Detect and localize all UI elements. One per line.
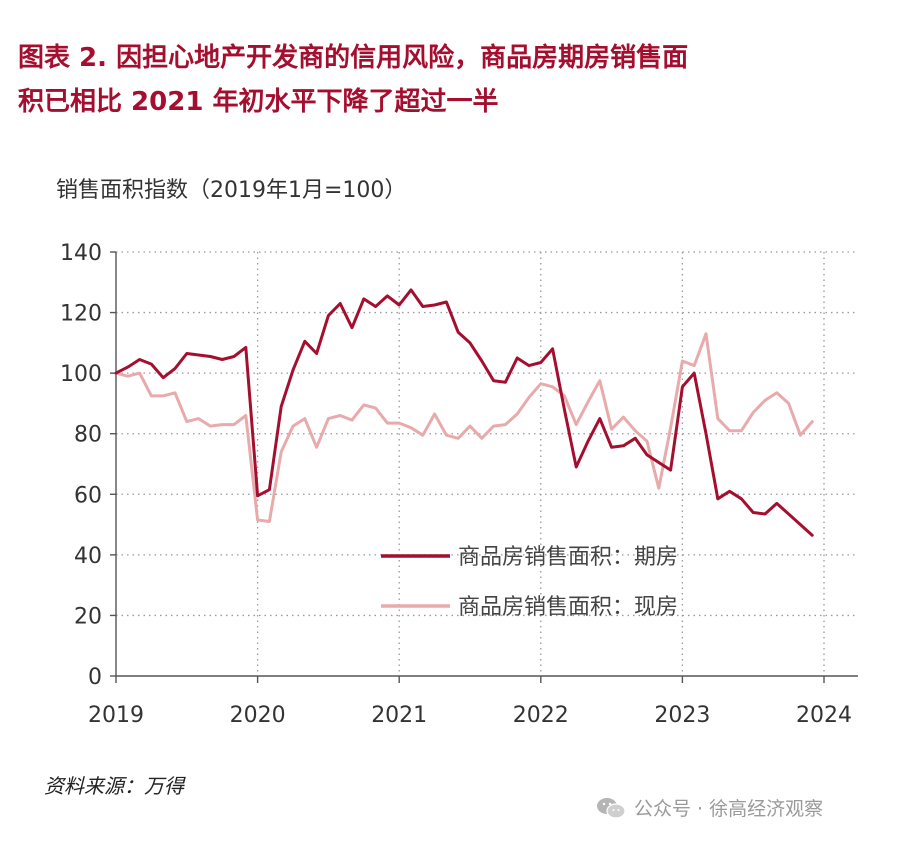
series-line-presale	[114, 288, 814, 537]
x-tick-label-2024: 2024	[796, 703, 852, 728]
watermark-text: 公众号 · 徐高经济观察	[634, 798, 824, 820]
y-tick-label-100: 100	[60, 362, 102, 387]
y-tick-label-120: 120	[60, 302, 102, 327]
legend-label-completed: 商品房销售面积：现房	[458, 595, 678, 620]
x-tick-label-2023: 2023	[654, 703, 710, 728]
y-tick-label-0: 0	[88, 665, 102, 690]
wechat-icon	[597, 797, 626, 819]
y-tick-label-20: 20	[74, 604, 102, 629]
series-line-completed	[114, 332, 814, 523]
chart-title-line-2: 积已相比 2021 年初水平下降了超过一半	[18, 87, 499, 117]
y-tick-label-80: 80	[74, 423, 102, 448]
y-tick-label-60: 60	[74, 483, 102, 508]
x-tick-label-2020: 2020	[230, 703, 286, 728]
source-note: 资料来源：万得	[44, 774, 184, 798]
y-axis-unit-label: 销售面积指数（2019年1月=100）	[56, 178, 407, 203]
watermark: 公众号 · 徐高经济观察	[596, 794, 823, 821]
y-tick-label-40: 40	[74, 544, 102, 569]
x-tick-label-2021: 2021	[371, 703, 427, 728]
legend-label-presale: 商品房销售面积：期房	[458, 545, 678, 570]
y-tick-label-140: 140	[60, 241, 102, 266]
chart-title-line-1: 图表 2. 因担心地产开发商的信用风险，商品房期房销售面	[18, 43, 689, 73]
chart-title: 图表 2. 因担心地产开发商的信用风险，商品房期房销售面 积已相比 2021 年…	[18, 36, 898, 124]
x-tick-label-2022: 2022	[513, 703, 569, 728]
x-tick-label-2019: 2019	[88, 703, 144, 728]
